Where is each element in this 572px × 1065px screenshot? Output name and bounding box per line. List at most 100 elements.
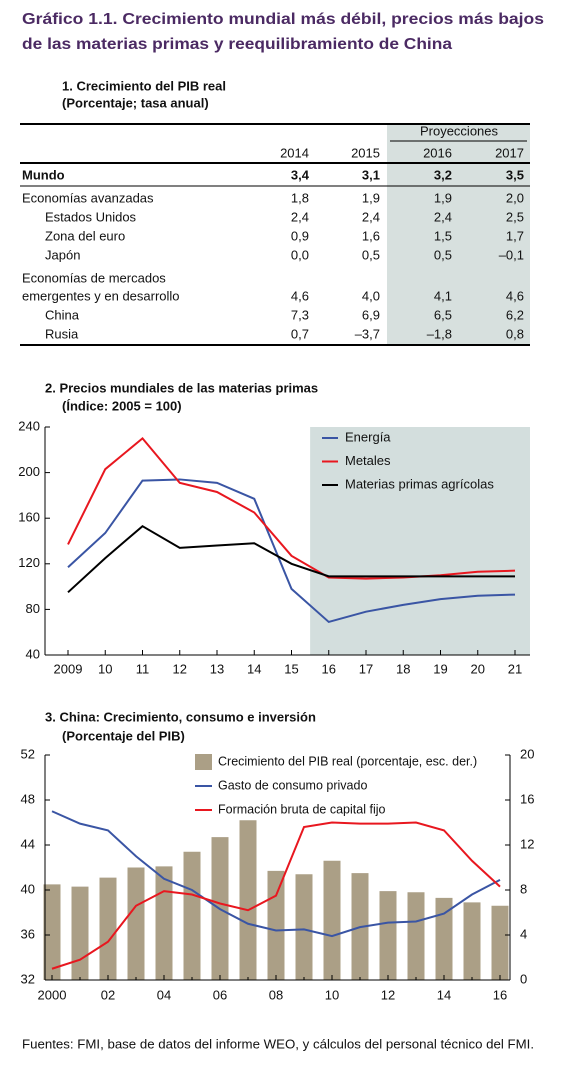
- x-tick-label: 10: [98, 661, 112, 676]
- x-tick-label: 2009: [54, 661, 83, 676]
- cell: 4,0: [362, 288, 380, 303]
- x-tick-label: 13: [210, 661, 224, 676]
- bar: [267, 870, 285, 980]
- x-tick-label: 14: [437, 987, 451, 1002]
- row-label: Japón: [45, 247, 80, 262]
- bar: [155, 866, 173, 980]
- x-tick-label: 18: [396, 661, 410, 676]
- cell: 6,5: [434, 307, 452, 322]
- x-tick-label: 14: [247, 661, 261, 676]
- cell: 1,7: [506, 228, 524, 243]
- cell: 0,0: [291, 247, 309, 262]
- cell: 2,4: [291, 209, 309, 224]
- legend-label: Energía: [345, 429, 391, 444]
- x-tick-label: 21: [508, 661, 522, 676]
- bar: [379, 891, 397, 980]
- line: [51, 810, 501, 938]
- cell: 0,8: [506, 326, 524, 341]
- y-tick-label: 36: [21, 926, 35, 941]
- y-tick-label: 40: [21, 881, 35, 896]
- row-label: emergentes y en desarrollo: [22, 288, 180, 303]
- projection-shade: [310, 427, 530, 655]
- row-label: Economías de mercados: [22, 270, 166, 285]
- legend-label: Crecimiento del PIB real (porcentaje, es…: [218, 754, 477, 768]
- column-header: 2017: [495, 145, 524, 160]
- y2-tick-label: 12: [520, 836, 534, 851]
- x-tick-label: 20: [471, 661, 485, 676]
- chart-title: 2. Precios mundiales de las materias pri…: [45, 380, 318, 395]
- cell: 6,2: [506, 307, 524, 322]
- cell: 3,2: [434, 167, 452, 182]
- y-tick-label: 80: [26, 601, 40, 616]
- x-tick-label: 12: [381, 987, 395, 1002]
- cell: 7,3: [291, 307, 309, 322]
- cell: 2,0: [506, 190, 524, 205]
- y-tick-label: 32: [21, 971, 35, 986]
- row-label: Estados Unidos: [45, 209, 137, 224]
- cell: 3,1: [362, 167, 380, 182]
- row-label: China: [45, 307, 80, 322]
- row-label: Zona del euro: [45, 228, 125, 243]
- cell: 3,5: [506, 167, 524, 182]
- bar: [407, 892, 425, 980]
- x-tick-label: 06: [213, 987, 227, 1002]
- chart-subtitle: (Porcentaje del PIB): [62, 728, 185, 743]
- column-header: 2015: [351, 145, 380, 160]
- legend-label: Formación bruta de capital fijo: [218, 802, 385, 816]
- cell: 1,5: [434, 228, 452, 243]
- cell: –1,8: [427, 326, 452, 341]
- bar: [435, 897, 453, 980]
- legend-label: Gasto de consumo privado: [218, 778, 367, 792]
- cell: 0,7: [291, 326, 309, 341]
- cell: 1,9: [434, 190, 452, 205]
- bar: [239, 820, 257, 980]
- cell: 1,9: [362, 190, 380, 205]
- x-tick-label: 17: [359, 661, 373, 676]
- line: [67, 436, 516, 580]
- y2-tick-label: 16: [520, 791, 534, 806]
- page-title: Gráfico 1.1. Crecimiento mundial más déb…: [22, 11, 544, 28]
- row-label: Economías avanzadas: [22, 190, 154, 205]
- cell: 1,8: [291, 190, 309, 205]
- bar: [323, 860, 341, 980]
- y-tick-label: 200: [18, 464, 40, 479]
- x-tick-label: 16: [493, 987, 507, 1002]
- cell: 2,5: [506, 209, 524, 224]
- bar: [127, 867, 145, 980]
- cell: 4,6: [506, 288, 524, 303]
- cell: –3,7: [355, 326, 380, 341]
- y-tick-label: 120: [18, 555, 40, 570]
- page-title: de las materias primas y reequilibramien…: [22, 36, 452, 53]
- x-tick-label: 15: [284, 661, 298, 676]
- x-tick-label: 08: [269, 987, 283, 1002]
- row-label: Mundo: [22, 167, 65, 182]
- y-tick-label: 160: [18, 510, 40, 525]
- x-tick-label: 19: [433, 661, 447, 676]
- x-tick-label: 02: [101, 987, 115, 1002]
- bar: [43, 884, 61, 980]
- bar: [183, 851, 201, 980]
- table-subtitle: (Porcentaje; tasa anual): [62, 95, 209, 110]
- legend-swatch: [195, 754, 212, 770]
- x-tick-label: 11: [136, 661, 150, 676]
- cell: 4,6: [291, 288, 309, 303]
- line: [67, 478, 516, 624]
- y-tick-label: 44: [21, 836, 35, 851]
- y-tick-label: 48: [21, 791, 35, 806]
- bar: [463, 902, 481, 980]
- legend-label: Metales: [345, 453, 391, 468]
- source-note: Fuentes: FMI, base de datos del informe …: [22, 1037, 534, 1051]
- y2-tick-label: 0: [520, 971, 527, 986]
- chart-title: 3. China: Crecimiento, consumo e inversi…: [45, 709, 316, 724]
- bar: [491, 905, 509, 980]
- header-group: Proyecciones: [420, 123, 499, 138]
- line: [51, 821, 501, 970]
- legend-label: Materias primas agrícolas: [345, 476, 494, 491]
- bar: [71, 886, 89, 980]
- row-label: Rusia: [45, 326, 79, 341]
- column-header: 2014: [280, 145, 309, 160]
- column-header: 2016: [423, 145, 452, 160]
- y2-tick-label: 8: [520, 881, 527, 896]
- x-tick-label: 04: [157, 987, 171, 1002]
